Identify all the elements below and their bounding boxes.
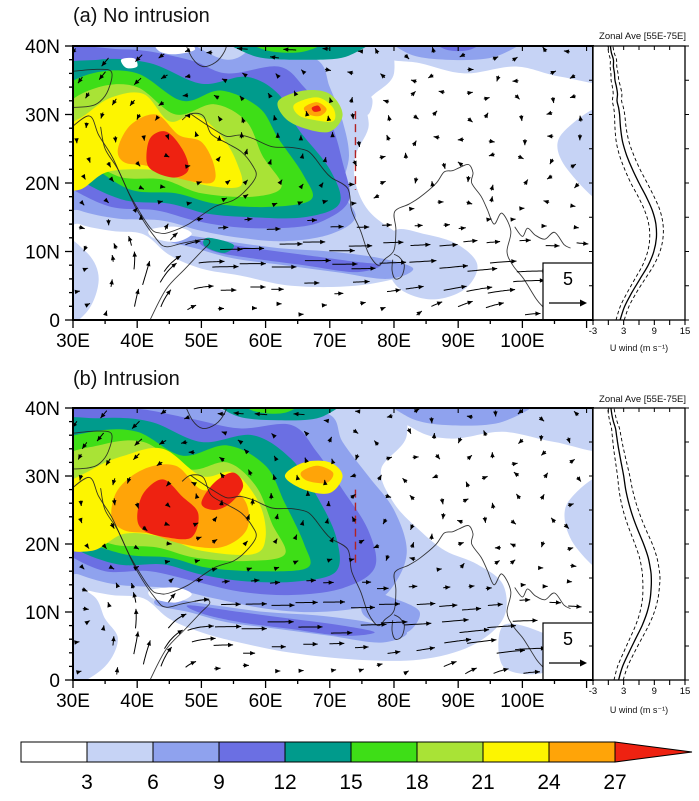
svg-text:80E: 80E [377, 331, 411, 352]
panel-b-coastlines [73, 408, 571, 680]
colorbar-label: 18 [405, 771, 428, 794]
colorbar: 3 6 9 12 15 18 21 24 27 [20, 741, 693, 794]
colorbar-label: 27 [603, 771, 626, 794]
colorbar-label: 15 [339, 771, 362, 794]
svg-text:30E: 30E [56, 331, 90, 352]
svg-text:100E: 100E [500, 331, 544, 352]
colorbar-cell [218, 741, 286, 763]
colorbar-arrow [614, 741, 693, 763]
panel-b-axes: 30E 40E 50E 60E 70E 80E 90E 100E 0 10N 20N 30N 40N [25, 399, 588, 712]
colorbar-cell [416, 741, 484, 763]
panel-a-side-xlabel: U wind (m s⁻¹) [609, 343, 669, 353]
svg-text:10N: 10N [25, 243, 60, 264]
colorbar-label: 21 [471, 771, 494, 794]
panel-b-side-title: Zonal Ave [55E-75E] [599, 394, 686, 405]
colorbar-cell [20, 741, 88, 763]
svg-text:50E: 50E [184, 691, 218, 712]
panel-a-side-title: Zonal Ave [55E-75E] [599, 31, 686, 42]
svg-text:50E: 50E [184, 331, 218, 352]
panel-b-side-xlabel: U wind (m s⁻¹) [609, 705, 669, 715]
panel-a-zonal-profile: -3 3 9 15 [589, 45, 691, 337]
svg-text:-3: -3 [589, 326, 597, 337]
reference-vector-label: 5 [563, 269, 573, 289]
svg-text:9: 9 [652, 326, 657, 337]
svg-text:0: 0 [49, 311, 60, 332]
svg-text:3: 3 [621, 686, 626, 697]
svg-text:100E: 100E [500, 691, 544, 712]
colorbar-label: 24 [537, 771, 561, 794]
svg-text:40N: 40N [25, 399, 60, 420]
svg-text:30N: 30N [25, 106, 60, 127]
panel-b-zonal-profile: -3 3 9 15 [589, 407, 691, 697]
colorbar-label: 12 [273, 771, 296, 794]
svg-text:0: 0 [49, 671, 60, 692]
svg-text:30E: 30E [56, 691, 90, 712]
svg-text:60E: 60E [249, 331, 283, 352]
panel-b-title: (b) Intrusion [73, 368, 180, 390]
colorbar-label: 6 [147, 771, 159, 794]
svg-text:3: 3 [621, 326, 626, 337]
svg-text:70E: 70E [313, 691, 347, 712]
colorbar-cell [548, 741, 616, 763]
panel-a-title: (a) No intrusion [73, 5, 210, 27]
svg-text:70E: 70E [313, 331, 347, 352]
colorbar-cell [152, 741, 220, 763]
colorbar-label: 9 [213, 771, 225, 794]
panel-a-axes: 30E 40E 50E 60E 70E 80E 90E 100E 0 10N 20N 30N 40N [25, 37, 588, 352]
svg-text:9: 9 [652, 686, 657, 697]
panel-a-coastlines [73, 46, 571, 320]
svg-text:-3: -3 [589, 686, 597, 697]
colorbar-cell [350, 741, 418, 763]
svg-text:15: 15 [680, 326, 691, 337]
colorbar-label: 3 [81, 771, 93, 794]
svg-text:60E: 60E [249, 691, 283, 712]
panel-b-reference-vector-box: 5 [542, 622, 594, 681]
panel-b-map [73, 408, 593, 680]
svg-text:20N: 20N [25, 174, 60, 195]
colorbar-cell [86, 741, 154, 763]
colorbar-cell [284, 741, 352, 763]
reference-vector-label: 5 [563, 629, 573, 649]
panel-a-reference-vector-box: 5 [542, 262, 594, 321]
panel-a-map [73, 46, 593, 320]
panel-b-contour-fill [73, 408, 593, 680]
svg-text:90E: 90E [441, 331, 475, 352]
svg-text:30N: 30N [25, 467, 60, 488]
svg-text:90E: 90E [441, 691, 475, 712]
svg-text:15: 15 [680, 686, 691, 697]
svg-text:40N: 40N [25, 37, 60, 58]
colorbar-cell [482, 741, 550, 763]
svg-text:80E: 80E [377, 691, 411, 712]
svg-text:10N: 10N [25, 603, 60, 624]
svg-text:40E: 40E [120, 331, 154, 352]
svg-text:40E: 40E [120, 691, 154, 712]
svg-text:20N: 20N [25, 535, 60, 556]
